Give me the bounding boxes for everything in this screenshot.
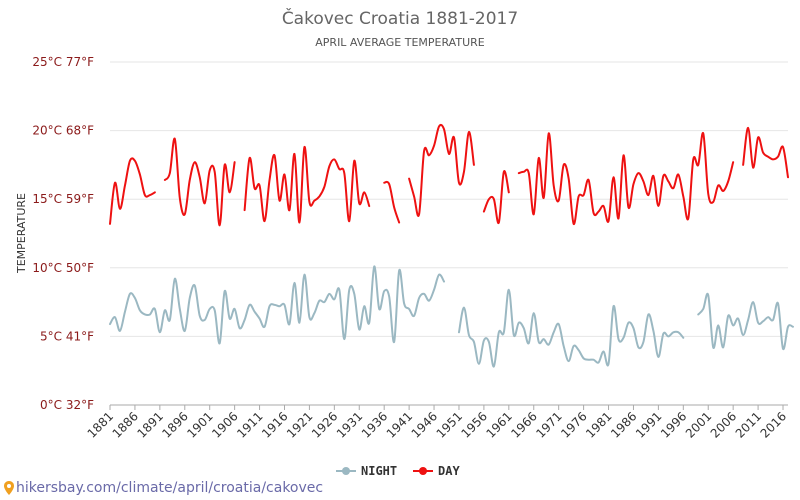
x-tick-label: 1981: [583, 409, 614, 440]
x-tick-label: 1931: [334, 409, 365, 440]
y-tick-label: 25°C 77°F: [32, 55, 94, 69]
series-day-line-segment: [383, 180, 401, 224]
legend-night-swatch-marker: [342, 467, 350, 475]
x-tick-label: 1956: [459, 409, 490, 440]
legend[interactable]: NIGHT DAY: [336, 464, 460, 478]
series-day-line-segment: [517, 132, 735, 225]
series-day-line-segment: [408, 123, 475, 217]
x-tick-label: 1916: [259, 409, 290, 440]
legend-item-night[interactable]: NIGHT: [336, 464, 397, 478]
chart-title: Čakovec Croatia 1881-2017: [282, 7, 518, 29]
x-tick-label: 1961: [483, 409, 514, 440]
y-tick-label: 20°C 68°F: [32, 124, 94, 138]
x-axis-ticks: 1881188618911896190119061911191619211926…: [85, 405, 789, 441]
series-day-line-segment: [742, 126, 789, 179]
series-night: [109, 265, 794, 368]
legend-day-swatch-marker: [419, 467, 427, 475]
legend-day-label: DAY: [438, 464, 460, 478]
footer-source-link[interactable]: hikersbay.com/climate/april/croatia/cako…: [4, 480, 323, 496]
x-tick-label: 1946: [409, 409, 440, 440]
y-tick-label: 5°C 41°F: [40, 329, 94, 343]
footer-url-text: hikersbay.com/climate/april/croatia/cako…: [16, 480, 324, 496]
series-day-line-segment: [163, 137, 236, 227]
x-tick-label: 2011: [733, 409, 764, 440]
x-tick-label: 1951: [434, 409, 465, 440]
grid-lines: [110, 61, 788, 406]
x-tick-label: 1881: [85, 409, 116, 440]
x-tick-label: 1966: [508, 409, 539, 440]
series-day-line-segment: [482, 170, 510, 224]
y-axis-ticks: 0°C 32°F 5°C 41°F 10°C 50°F 15°C 59°F 20°C 6…: [32, 55, 94, 412]
x-tick-label: 1941: [384, 409, 415, 440]
y-tick-label: 0°C 32°F: [40, 398, 94, 412]
legend-item-day[interactable]: DAY: [413, 464, 460, 478]
series-day-line-segment: [109, 157, 156, 225]
x-tick-label: 2016: [758, 409, 789, 440]
x-tick-label: 1896: [159, 409, 190, 440]
series-night-line-segment: [457, 288, 685, 368]
series-night-line-segment: [109, 265, 446, 345]
y-tick-label: 15°C 59°F: [32, 192, 94, 206]
x-tick-label: 1926: [309, 409, 340, 440]
legend-night-label: NIGHT: [361, 464, 397, 478]
x-tick-label: 2006: [708, 409, 739, 440]
series-day-line-segment: [243, 146, 371, 224]
y-axis-label: TEMPERATURE: [15, 193, 28, 274]
location-pin-icon: [4, 481, 14, 495]
chart-subtitle: APRIL AVERAGE TEMPERATURE: [315, 36, 484, 49]
y-tick-label: 10°C 50°F: [32, 261, 94, 275]
x-tick-label: 1906: [209, 409, 240, 440]
x-tick-label: 1921: [284, 409, 315, 440]
x-tick-label: 2001: [683, 409, 714, 440]
x-tick-label: 1976: [558, 409, 589, 440]
x-tick-label: 1991: [633, 409, 664, 440]
x-tick-label: 1891: [134, 409, 165, 440]
x-tick-label: 1886: [110, 409, 141, 440]
series-day: [109, 123, 789, 227]
x-tick-label: 1996: [658, 409, 689, 440]
x-tick-label: 1971: [533, 409, 564, 440]
x-tick-label: 1911: [234, 409, 265, 440]
x-tick-label: 1936: [359, 409, 390, 440]
series-night-line-segment: [697, 292, 794, 351]
x-tick-label: 1901: [184, 409, 215, 440]
series-lines: [109, 123, 794, 368]
x-tick-label: 1986: [608, 409, 639, 440]
